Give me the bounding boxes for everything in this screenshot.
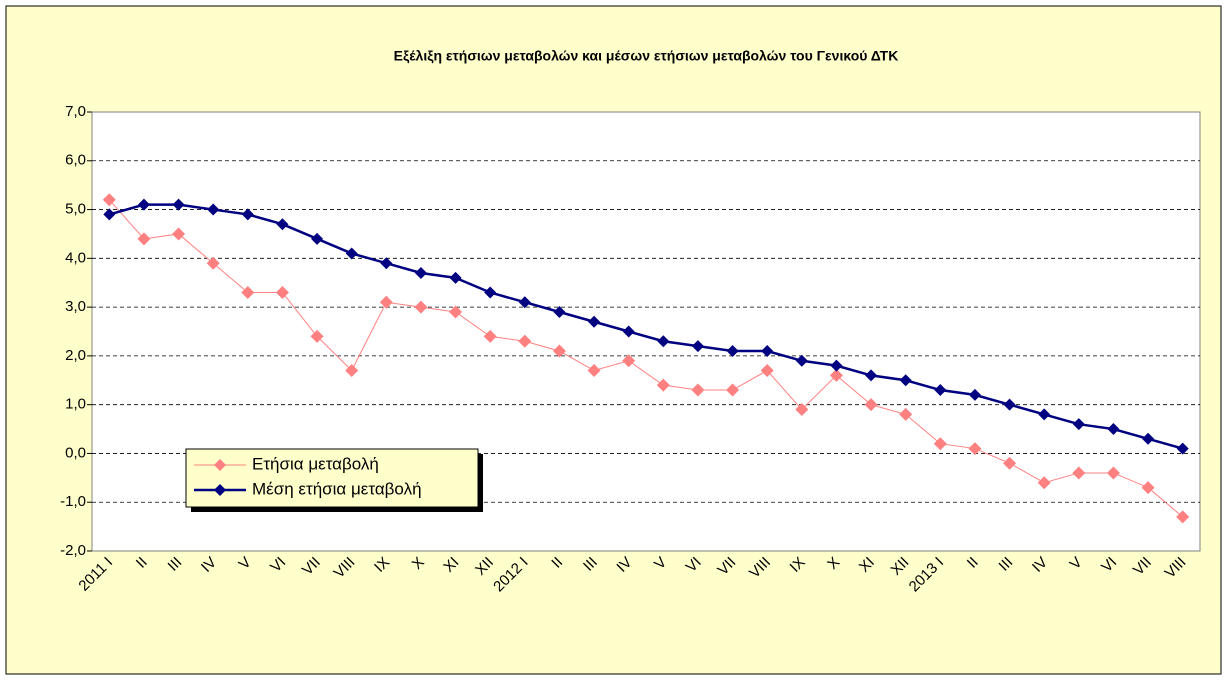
legend	[185, 448, 479, 508]
series-line	[108, 203, 1184, 450]
data-point	[1141, 481, 1155, 495]
data-point	[1176, 510, 1190, 524]
data-point	[968, 442, 982, 456]
y-tick-label: 5,0	[65, 201, 86, 218]
data-point	[449, 305, 463, 319]
data-point	[241, 285, 255, 299]
y-tick-label: 7,0	[65, 103, 86, 120]
data-point	[380, 257, 393, 270]
data-point	[899, 407, 913, 421]
data-point	[656, 378, 670, 392]
data-point	[588, 315, 601, 328]
data-point	[241, 208, 254, 221]
data-point	[206, 256, 220, 270]
data-point	[1176, 442, 1189, 455]
data-point	[864, 398, 878, 412]
data-point	[829, 368, 843, 382]
data-point	[449, 271, 462, 284]
data-point	[657, 335, 670, 348]
data-point	[553, 305, 566, 318]
data-point	[1072, 466, 1086, 480]
data-point	[1072, 418, 1085, 431]
legend-marker	[214, 459, 226, 471]
chart-title: Εξέλιξη ετήσιων μεταβολών και μέσων ετήσ…	[394, 48, 899, 64]
data-point	[137, 232, 151, 246]
data-point	[1107, 423, 1120, 436]
series-line	[108, 199, 1184, 518]
y-tick-label: 2,0	[65, 347, 86, 364]
data-point	[761, 345, 774, 358]
data-point	[552, 344, 566, 358]
data-point	[207, 203, 220, 216]
data-point	[1003, 398, 1016, 411]
data-point	[795, 403, 809, 417]
data-point	[1003, 456, 1017, 470]
data-point	[345, 364, 359, 378]
data-point	[276, 218, 289, 231]
data-point	[622, 354, 636, 368]
data-point	[1106, 466, 1120, 480]
y-tick-label: 4,0	[65, 249, 86, 266]
legend-label: Μέση ετήσια μεταβολή	[252, 479, 422, 498]
data-point	[310, 329, 324, 343]
data-point	[172, 227, 186, 241]
data-point	[933, 437, 947, 451]
data-point	[414, 300, 428, 314]
data-point	[587, 364, 601, 378]
data-point	[726, 345, 739, 358]
data-point	[830, 359, 843, 372]
data-point	[379, 295, 393, 309]
data-point	[518, 296, 531, 309]
legend-marker	[214, 484, 226, 496]
data-point	[691, 340, 704, 353]
data-point	[345, 247, 358, 260]
y-tick-label: 0,0	[65, 444, 86, 461]
data-point	[1038, 408, 1051, 421]
y-tick-label: -1,0	[60, 493, 86, 510]
data-point	[726, 383, 740, 397]
data-point	[275, 285, 289, 299]
data-point	[691, 383, 705, 397]
data-point	[934, 384, 947, 397]
data-point	[483, 329, 497, 343]
data-point	[1037, 476, 1051, 490]
data-point	[899, 374, 912, 387]
y-tick-label: -2,0	[60, 542, 86, 559]
data-point	[968, 388, 981, 401]
y-tick-label: 1,0	[65, 396, 86, 413]
data-point	[172, 198, 185, 211]
data-point	[484, 286, 497, 299]
data-point	[622, 325, 635, 338]
data-point	[414, 266, 427, 279]
data-point	[795, 354, 808, 367]
data-point	[760, 364, 774, 378]
data-point	[137, 198, 150, 211]
data-point	[103, 208, 116, 221]
data-point	[865, 369, 878, 382]
y-tick-label: 3,0	[65, 298, 86, 315]
data-point	[311, 232, 324, 245]
y-tick-label: 6,0	[65, 152, 86, 169]
data-point	[518, 334, 532, 348]
data-point	[102, 193, 116, 207]
legend-label: Ετήσια μεταβολή	[252, 454, 379, 473]
data-point	[1142, 432, 1155, 445]
